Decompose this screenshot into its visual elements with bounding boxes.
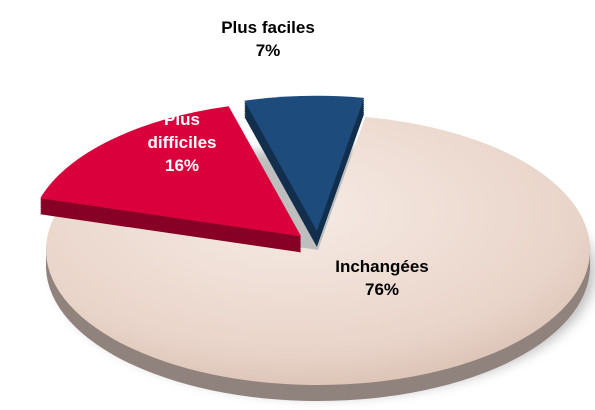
data-label: Plus difficiles 16% [137,108,227,177]
category-label: Plus difficiles [147,110,217,152]
category-label: Inchangées [335,257,429,276]
value-label: 7% [255,41,281,60]
data-label: Inchangées 76% [307,255,457,301]
pie-slice [244,95,365,247]
slice-top [40,106,302,237]
pie-slice [45,117,591,401]
data-label: Plus faciles 7% [188,16,348,62]
value-label: 16% [164,156,200,175]
slice-top [45,117,590,385]
pie-slice [40,106,302,253]
value-label: 76% [364,280,400,299]
slice-top [244,95,365,231]
category-label: Plus faciles [221,18,315,37]
